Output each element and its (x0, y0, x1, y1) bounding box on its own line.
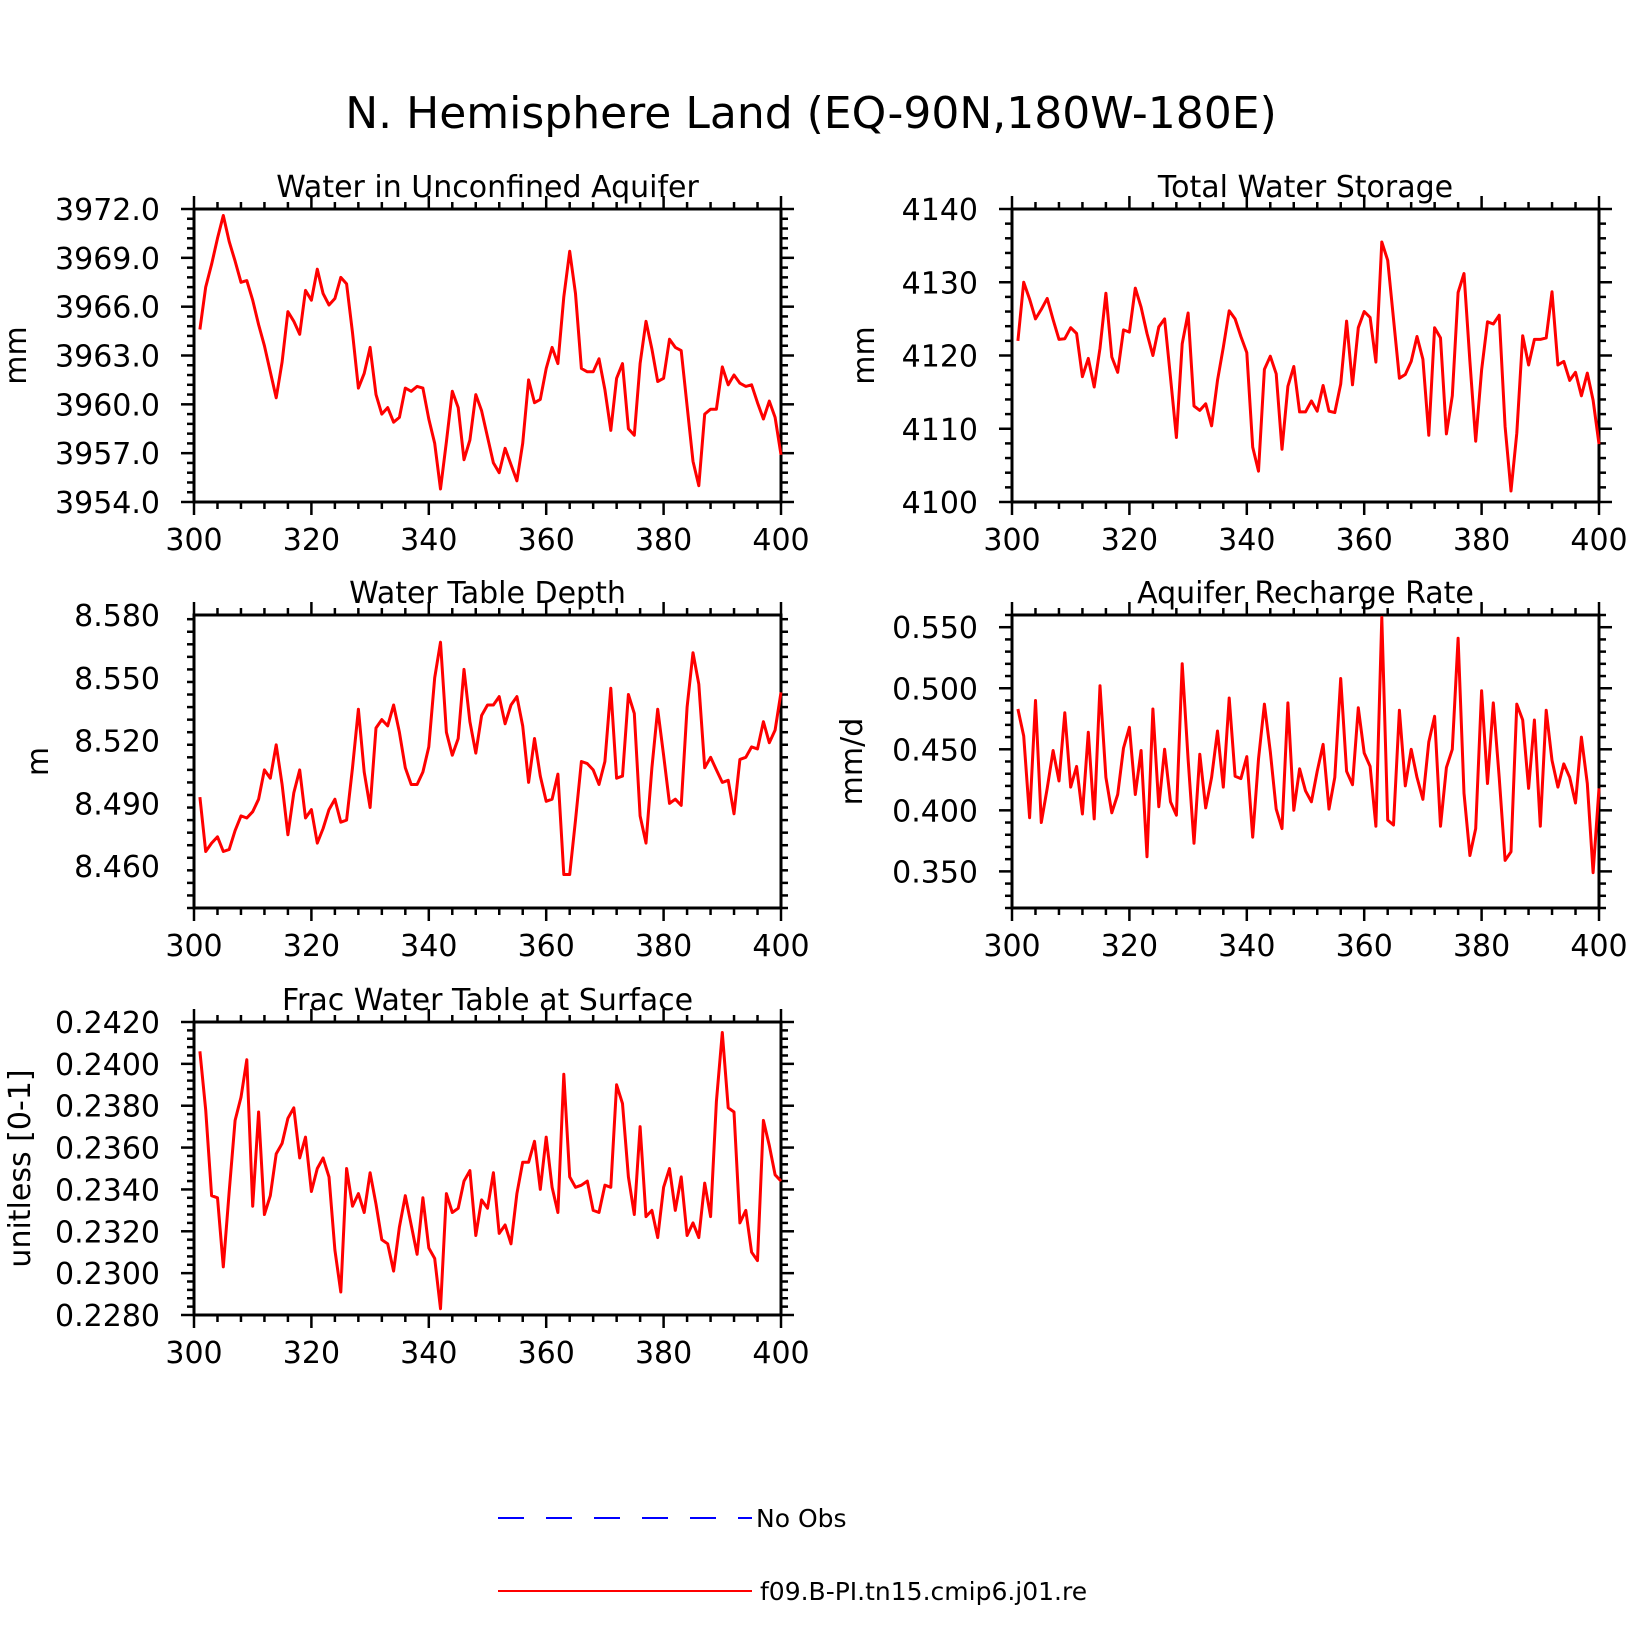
y-tick-label: 3972.0 (55, 193, 160, 228)
y-tick-label: 3966.0 (55, 291, 160, 326)
y-tick-label: 3960.0 (55, 388, 160, 423)
x-tick-label: 340 (400, 1336, 457, 1371)
panel-title: Frac Water Table at Surface (282, 983, 693, 1018)
x-tick-label: 300 (983, 523, 1040, 558)
x-tick-label: 380 (635, 523, 692, 558)
x-tick-label: 320 (1101, 929, 1158, 964)
chart-panel-5: Frac Water Table at Surface 300 320 340 360 3… (3, 983, 810, 1371)
y-tick-label: 0.2280 (55, 1299, 160, 1334)
y-tick-label: 8.550 (74, 662, 160, 697)
panel-title: Total Water Storage (1157, 170, 1453, 205)
legend-model-label: f09.B-PI.tn15.cmip6.j01.re (760, 1577, 1087, 1606)
legend-no-obs-label: No Obs (756, 1504, 847, 1533)
y-tick-label: 0.2380 (55, 1090, 160, 1125)
chart-panel-4: Aquifer Recharge Rate 300 320 340 360 380 400 0… (835, 576, 1628, 964)
x-tick-label: 400 (752, 929, 809, 964)
x-tick-label: 320 (283, 929, 340, 964)
y-tick-label: 4120 (902, 340, 978, 375)
y-tick-label: 0.2360 (55, 1132, 160, 1167)
data-series-line (1016, 615, 1601, 875)
panel-title: Aquifer Recharge Rate (1137, 576, 1474, 611)
x-tick-label: 340 (400, 929, 457, 964)
y-tick-label: 3954.0 (55, 486, 160, 521)
plot-frame (1010, 613, 1601, 910)
x-tick-label: 320 (283, 523, 340, 558)
x-tick-label: 380 (635, 929, 692, 964)
y-tick-label: 8.520 (74, 725, 160, 760)
x-tick-label: 360 (518, 1336, 575, 1371)
data-series-line (198, 640, 783, 876)
plot-frame (192, 1020, 783, 1317)
x-tick-label: 300 (165, 523, 222, 558)
y-tick-label: 4140 (902, 193, 978, 228)
chart-panel-3: Water Table Depth 300 320 340 360 380 400 8.460… (21, 576, 810, 964)
y-tick-label: 0.2420 (55, 1006, 160, 1041)
data-series-line (198, 214, 783, 491)
x-tick-label: 400 (1570, 929, 1627, 964)
x-tick-label: 340 (1218, 929, 1275, 964)
y-tick-label: 8.460 (74, 850, 160, 885)
panel-title: Water in Unconfined Aquifer (276, 170, 699, 205)
y-tick-label: 0.2300 (55, 1257, 160, 1292)
y-tick-label: 4130 (902, 266, 978, 301)
x-tick-label: 340 (400, 523, 457, 558)
x-tick-label: 380 (635, 1336, 692, 1371)
chart-panels: Water in Unconfined Aquifer 300 320 340 360 3… (0, 170, 1628, 1371)
data-series-line (198, 1031, 783, 1311)
chart-panel-1: Water in Unconfined Aquifer 300 320 340 360 3… (0, 170, 810, 558)
y-tick-label: 0.500 (892, 672, 978, 707)
y-axis-label: m (21, 747, 56, 776)
x-tick-label: 300 (983, 929, 1040, 964)
y-tick-label: 0.2400 (55, 1048, 160, 1083)
y-axis-label: mm (0, 326, 34, 384)
y-tick-label: 3957.0 (55, 437, 160, 472)
x-tick-label: 360 (1336, 523, 1393, 558)
y-tick-label: 0.450 (892, 733, 978, 768)
x-tick-label: 400 (1570, 523, 1627, 558)
y-tick-label: 0.400 (892, 794, 978, 829)
x-tick-label: 360 (518, 523, 575, 558)
x-tick-label: 360 (518, 929, 575, 964)
y-tick-label: 4100 (902, 486, 978, 521)
x-tick-label: 340 (1218, 523, 1275, 558)
x-tick-label: 300 (165, 1336, 222, 1371)
y-tick-label: 3963.0 (55, 340, 160, 375)
y-axis-label: mm/d (835, 718, 870, 806)
y-axis-label: mm (847, 326, 882, 384)
y-tick-label: 3969.0 (55, 242, 160, 277)
figure-title: N. Hemisphere Land (EQ-90N,180W-180E) (345, 88, 1277, 139)
data-series-line (1016, 240, 1601, 493)
y-tick-label: 4110 (902, 413, 978, 448)
chart-panel-2: Total Water Storage 300 320 340 360 380 400 410… (847, 170, 1628, 558)
y-tick-label: 0.350 (892, 855, 978, 890)
x-tick-label: 400 (752, 523, 809, 558)
x-tick-label: 380 (1453, 929, 1510, 964)
x-tick-label: 320 (283, 1336, 340, 1371)
x-tick-label: 360 (1336, 929, 1393, 964)
y-tick-label: 0.2340 (55, 1173, 160, 1208)
x-tick-label: 400 (752, 1336, 809, 1371)
y-axis-label: unitless [0-1] (3, 1069, 38, 1267)
y-tick-label: 8.490 (74, 787, 160, 822)
legend: No Obs f09.B-PI.tn15.cmip6.j01.re (498, 1504, 1087, 1606)
y-tick-label: 0.2320 (55, 1215, 160, 1250)
panel-title: Water Table Depth (349, 576, 626, 611)
plot-frame (192, 613, 783, 910)
x-tick-label: 320 (1101, 523, 1158, 558)
y-tick-label: 8.580 (74, 599, 160, 634)
x-tick-label: 380 (1453, 523, 1510, 558)
y-tick-label: 0.550 (892, 611, 978, 646)
x-tick-label: 300 (165, 929, 222, 964)
